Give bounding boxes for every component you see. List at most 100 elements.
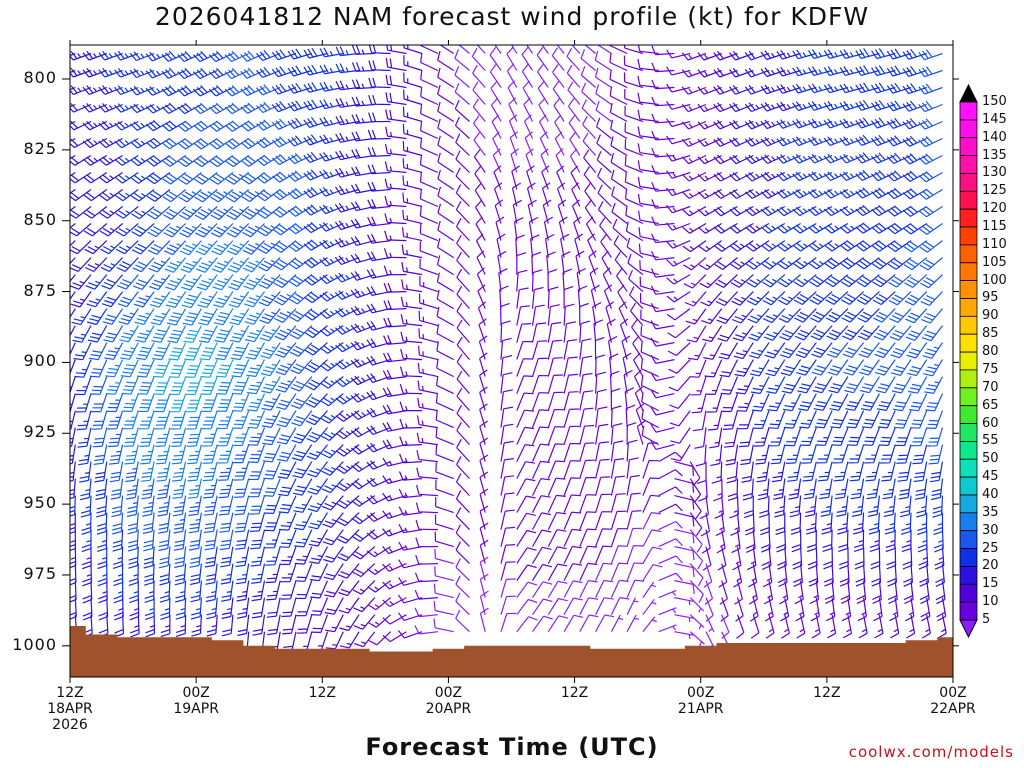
wind-barb [279, 513, 296, 531]
wind-barb [234, 479, 249, 498]
barb-path [232, 394, 249, 412]
barb-path [668, 326, 691, 338]
colorbar-label: 30 [982, 523, 999, 538]
barb-path [857, 275, 880, 287]
wind-barb [700, 275, 722, 288]
wind-barb [421, 173, 438, 190]
barb-path [548, 444, 564, 462]
barb-path [643, 547, 662, 563]
barb-path [289, 292, 312, 304]
wind-barb [548, 478, 565, 495]
barb-path [274, 309, 296, 323]
wind-barb [416, 520, 438, 529]
wind-barb [926, 411, 942, 429]
barb-path [533, 410, 549, 428]
colorbar-segment [960, 120, 977, 138]
wind-barb [809, 241, 832, 251]
barb-path [152, 343, 170, 360]
barb-path [674, 632, 693, 639]
barb-path [69, 224, 92, 236]
wind-barb [517, 306, 530, 326]
wind-barb [74, 360, 91, 378]
barb-path [142, 479, 155, 499]
wind-barb [564, 357, 578, 377]
wind-barb [688, 343, 706, 360]
wind-barb [873, 275, 896, 287]
barb-path [265, 513, 281, 531]
wind-barb [163, 190, 186, 202]
barb-path [580, 512, 596, 530]
barb-path [627, 598, 638, 615]
wind-barb [674, 479, 693, 493]
wind-barb [437, 324, 454, 342]
colorbar-segment [960, 477, 977, 495]
barb-path [612, 186, 627, 206]
barb-path [84, 190, 107, 201]
barb-path [548, 495, 565, 512]
y-tick-label: 825 [0, 139, 57, 158]
barb-path [304, 100, 328, 110]
barb-path [352, 149, 375, 158]
wind-barb [155, 428, 170, 447]
barb-path [674, 598, 693, 606]
barb-path [404, 72, 422, 87]
barb-path [421, 155, 438, 172]
wind-barb [564, 512, 581, 529]
barb-path [156, 462, 170, 482]
barb-path [898, 462, 912, 482]
wind-barb [337, 513, 359, 526]
wind-barb [204, 496, 218, 516]
barb-path [597, 118, 612, 139]
wind-barb [690, 360, 707, 378]
credit-link[interactable]: coolwx.com/models [849, 743, 1014, 761]
barb-path [919, 189, 943, 199]
barb-path [194, 156, 217, 167]
wind-barb [778, 292, 800, 305]
barb-path [186, 394, 201, 412]
wind-barb [115, 173, 138, 184]
barb-path [420, 207, 438, 224]
wind-barb [564, 426, 579, 444]
barb-path [596, 546, 613, 564]
barb-path [305, 343, 328, 355]
barb-path [219, 479, 233, 498]
barb-path [674, 496, 693, 510]
colorbar-segment [960, 281, 977, 299]
barb-path [195, 190, 218, 202]
wind-barb [105, 360, 122, 377]
barb-path [84, 173, 107, 183]
wind-barb [178, 139, 201, 150]
wind-barb [437, 273, 453, 292]
barb-path [667, 292, 690, 302]
barb-path [404, 90, 422, 105]
wind-barb [925, 394, 942, 411]
barb-path [123, 411, 138, 429]
wind-barb [731, 275, 753, 288]
barb-path [652, 148, 675, 157]
barb-path [831, 411, 848, 428]
barb-path [438, 34, 454, 53]
barb-path [308, 513, 327, 529]
wind-barb [84, 190, 107, 201]
barb-path [324, 581, 343, 597]
barb-path [809, 275, 832, 287]
wind-barb [162, 156, 185, 167]
barb-path [651, 338, 674, 346]
wind-barb [336, 186, 360, 195]
wind-barb [295, 564, 312, 582]
wind-barb [690, 632, 704, 646]
barb-path [880, 445, 895, 463]
barb-path [99, 173, 122, 183]
barb-path [438, 255, 454, 274]
barb-path [659, 470, 683, 479]
wind-barb [420, 207, 438, 224]
wind-barb [135, 326, 154, 343]
barb-path [833, 445, 848, 463]
barb-path [417, 468, 438, 479]
wind-barb [537, 30, 548, 53]
barb-path [106, 377, 123, 395]
wind-barb [923, 360, 942, 376]
barb-path [667, 119, 691, 127]
wind-barb [210, 156, 233, 167]
wind-barb [896, 445, 911, 464]
